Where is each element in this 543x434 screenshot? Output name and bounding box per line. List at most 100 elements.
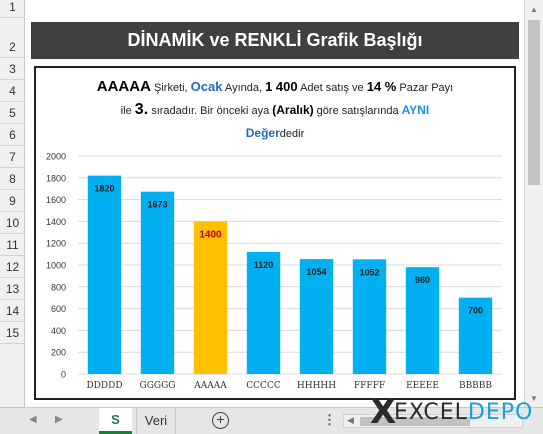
row-header-label: 12 (5, 260, 20, 274)
subtitle-prev-month: (Aralık) (272, 103, 314, 117)
subtitle-rank: 3. (134, 101, 149, 118)
subtitle-company: AAAAA (96, 78, 151, 95)
bar (405, 267, 440, 374)
row-header-label: 1 (9, 0, 16, 14)
row-header-label: 6 (9, 128, 16, 142)
subtitle-value-word: Değer (245, 126, 280, 140)
row-header-label: 3 (9, 62, 16, 76)
bar (140, 191, 175, 374)
horizontal-scroll-thumb[interactable] (360, 417, 470, 426)
row-header[interactable]: 12 (0, 256, 25, 278)
row-header[interactable]: 3 (0, 58, 25, 80)
row-header-label: 2 (9, 40, 16, 54)
x-tick-label: GGGGG (140, 381, 176, 391)
sheet-tab-veri[interactable]: Veri (136, 408, 176, 434)
scroll-down-icon[interactable]: ▼ (530, 394, 538, 403)
subtitle-text: Şirketi, (150, 82, 191, 94)
row-header-label: 11 (6, 238, 19, 252)
subtitle-text: sıradadır. Bir önceki aya (148, 105, 273, 117)
row-header[interactable]: 1 (0, 0, 25, 18)
subtitle-text: ile (120, 105, 135, 117)
bar (299, 259, 334, 374)
subtitle-share: 14 % (366, 79, 397, 94)
row-header[interactable]: 6 (0, 124, 25, 146)
logo-depo: DEPO (467, 400, 534, 425)
row-header[interactable]: 11 (0, 234, 25, 256)
bar (246, 251, 281, 374)
horizontal-scrollbar[interactable]: ◀ (343, 414, 523, 428)
row-header-label: 9 (9, 194, 16, 208)
y-tick-label: 400 (51, 326, 66, 336)
y-tick-label: 800 (51, 282, 66, 292)
data-label: 980 (415, 275, 430, 285)
bar-chart[interactable]: 0 200 400 600 800 1000 1200 1400 1600 1800 2000 182… (36, 68, 514, 398)
logo-x: X (370, 392, 397, 432)
vertical-scroll-thumb[interactable] (528, 20, 540, 185)
exceldepo-logo: X EXCELDEPO (370, 392, 543, 432)
subtitle-text: göre satışlarında (313, 105, 402, 117)
logo-wordmark: EXCELDEPO (394, 400, 533, 425)
add-sheet-icon[interactable]: + (212, 412, 229, 429)
y-tick-label: 1800 (46, 173, 66, 183)
vertical-scrollbar[interactable]: ▲ ▼ (524, 0, 543, 407)
more-options-icon[interactable]: ⋮ (323, 412, 336, 427)
row-header-column: 1 2 3 4 5 6 7 8 9 10 11 12 13 14 15 (0, 0, 25, 407)
row-header[interactable]: 7 (0, 146, 25, 168)
data-label: 1054 (306, 267, 326, 277)
x-tick-label: EEEEE (406, 381, 439, 391)
bar (352, 259, 387, 374)
sheet-nav-right-icon[interactable]: ▶ (55, 414, 63, 425)
row-header[interactable]: 9 (0, 190, 25, 212)
y-tick-label: 0 (61, 370, 66, 380)
data-label: 700 (468, 306, 483, 316)
subtitle-line-1: AAAAA Şirketi, Ocak Ayında, 1 400 Adet s… (36, 76, 514, 99)
subtitle-month: Ocak (190, 79, 223, 94)
x-tick-label: HHHHH (297, 381, 336, 391)
chart-container[interactable]: AAAAA Şirketi, Ocak Ayında, 1 400 Adet s… (34, 66, 516, 400)
subtitle-line-2: ile 3. sıradadır. Bir önceki aya (Aralık… (36, 99, 514, 122)
bar (458, 297, 493, 374)
subtitle-sales: 1 400 (265, 79, 298, 94)
subtitle-text: Adet satış ve (297, 82, 367, 94)
row-header-label: 14 (5, 304, 20, 318)
y-tick-label: 2000 (46, 152, 66, 162)
row-header-label: 5 (9, 106, 16, 120)
sheet-tab-s[interactable]: S (99, 408, 132, 434)
chart-title-banner: DİNAMİK ve RENKLİ Grafik Başlığı (31, 22, 519, 59)
row-header-label: 7 (9, 150, 16, 164)
row-header[interactable]: 2 (0, 18, 25, 58)
row-header[interactable]: 10 (0, 212, 25, 234)
data-label: 1120 (254, 260, 274, 270)
data-label: 1673 (147, 200, 167, 210)
subtitle-text: dedir (279, 128, 305, 140)
bar (193, 221, 228, 374)
data-label: 1400 (199, 229, 222, 240)
y-tick-label: 1400 (46, 217, 66, 227)
y-tick-label: 1600 (46, 195, 66, 205)
scroll-up-icon[interactable]: ▲ (530, 5, 538, 14)
row-header[interactable]: 14 (0, 300, 25, 322)
row-header-label: 4 (9, 84, 16, 98)
subtitle-line-3: Değerdedir (36, 122, 514, 145)
row-header[interactable]: 4 (0, 80, 25, 102)
row-header[interactable]: 8 (0, 168, 25, 190)
data-label: 1820 (94, 184, 114, 194)
y-tick-label: 200 (51, 348, 66, 358)
sheet-nav-left-icon[interactable]: ◀ (29, 414, 37, 425)
row-header[interactable]: 5 (0, 102, 25, 124)
logo-excel: EXCEL (394, 400, 468, 425)
subtitle-text: Pazar Payı (396, 82, 454, 94)
row-header-label: 10 (5, 216, 20, 230)
bar (87, 175, 122, 374)
row-header[interactable]: 15 (0, 322, 25, 344)
subtitle-text: Ayında, (222, 82, 266, 94)
data-label: 1052 (359, 267, 379, 277)
row-header-label: 8 (9, 172, 16, 186)
y-tick-label: 1000 (46, 261, 66, 271)
x-tick-label: FFFFF (354, 381, 385, 391)
row-header-label: 13 (5, 282, 20, 296)
row-header[interactable]: 13 (0, 278, 25, 300)
y-tick-label: 1200 (46, 239, 66, 249)
scroll-left-icon[interactable]: ◀ (347, 415, 354, 425)
y-tick-label: 600 (51, 304, 66, 314)
